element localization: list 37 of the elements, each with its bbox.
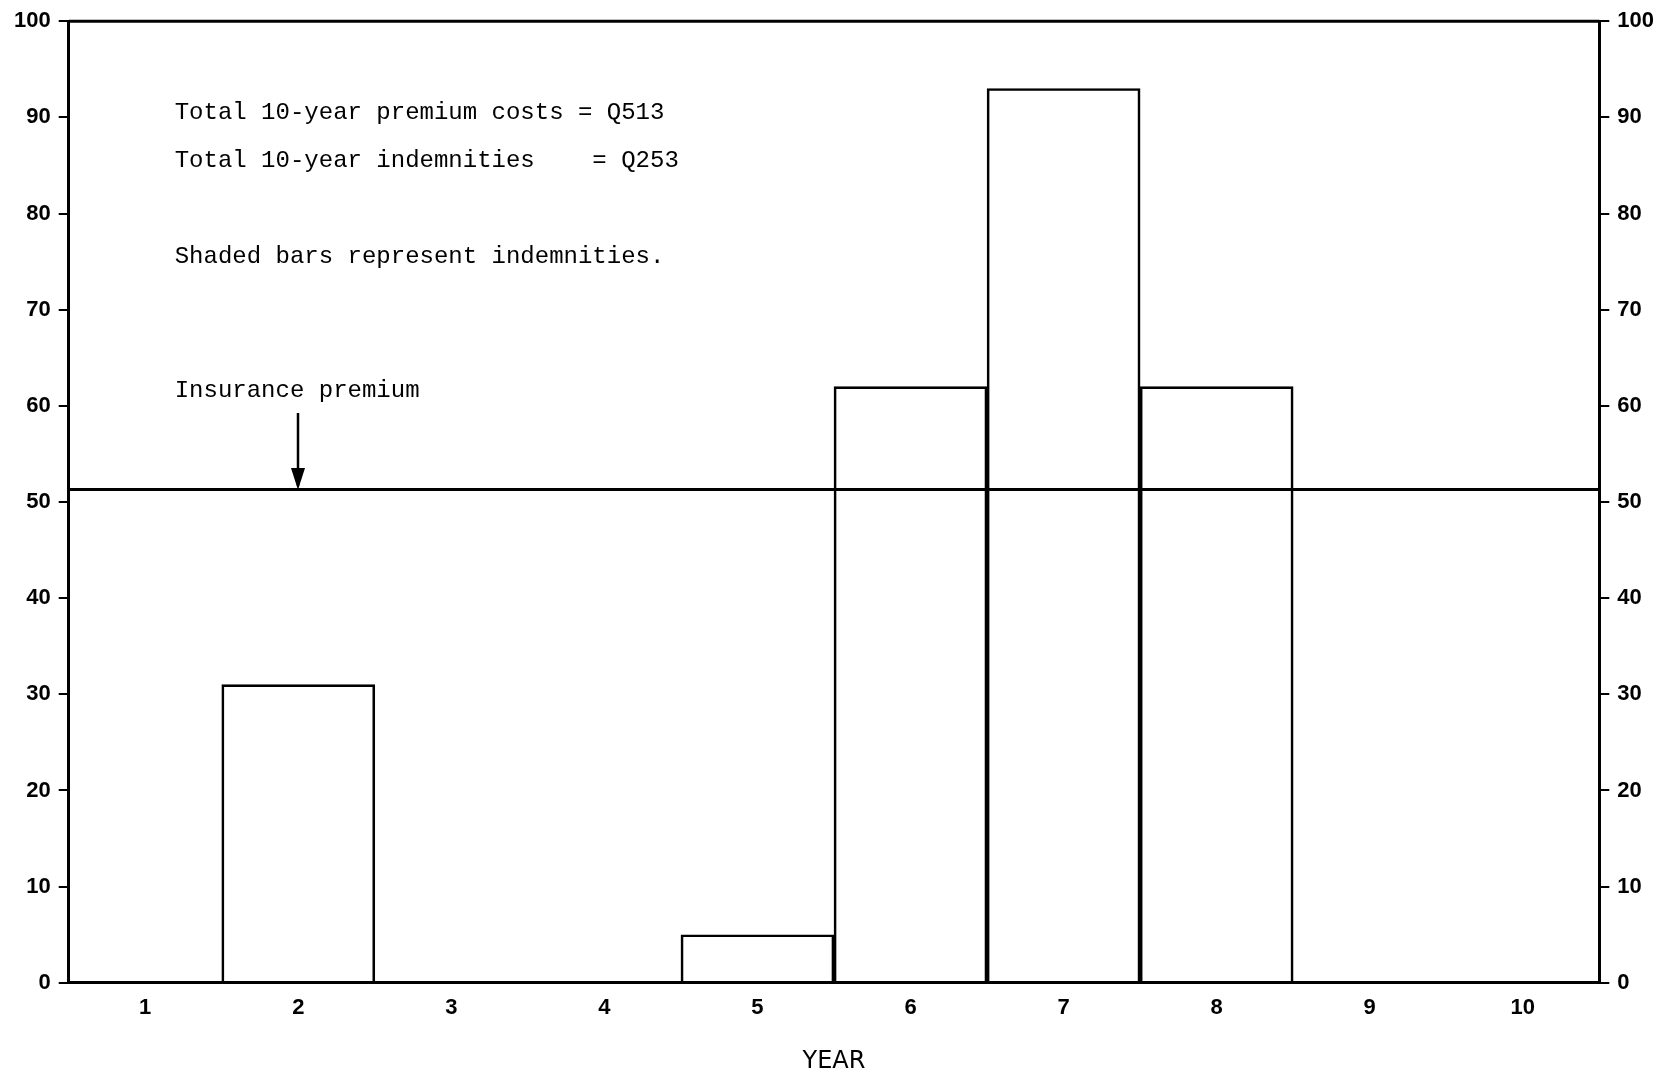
y-tick-label: 70 bbox=[26, 295, 51, 321]
x-axis-title: YEAR bbox=[801, 1045, 866, 1074]
y2-tick-label: 50 bbox=[1617, 488, 1642, 514]
y2-tick-label: 30 bbox=[1617, 680, 1642, 706]
annotation: Shaded bars represent indemnities. bbox=[174, 243, 665, 271]
x-tick-label: 3 bbox=[445, 994, 458, 1020]
annotation: Total 10-year premium costs = Q513 bbox=[174, 99, 665, 127]
y2-tick-label: 20 bbox=[1617, 776, 1642, 802]
y-tick-label: 50 bbox=[26, 488, 51, 514]
x-tick-label: 7 bbox=[1057, 994, 1070, 1020]
x-tick-label: 9 bbox=[1363, 994, 1376, 1020]
x-tick-label: 1 bbox=[139, 994, 152, 1020]
annotation: Total 10-year indemnities = Q253 bbox=[174, 147, 679, 175]
x-tick-label: 6 bbox=[904, 994, 917, 1020]
y2-tick-label: 70 bbox=[1617, 295, 1642, 321]
y2-tick-label: 0 bbox=[1617, 968, 1630, 994]
y2-tick-label: 40 bbox=[1617, 584, 1642, 610]
y2-tick-label: 60 bbox=[1617, 391, 1642, 417]
x-tick-label: 4 bbox=[598, 994, 612, 1020]
y-tick-label: 0 bbox=[38, 968, 51, 994]
y-tick-label: 10 bbox=[26, 872, 51, 898]
y-tick-label: 30 bbox=[26, 680, 51, 706]
y-tick-label: 20 bbox=[26, 776, 51, 802]
x-tick-label: 2 bbox=[292, 994, 305, 1020]
y-tick-label: 90 bbox=[26, 103, 51, 129]
y-tick-label: 80 bbox=[26, 199, 51, 225]
annotation: Insurance premium bbox=[174, 376, 420, 404]
y2-tick-label: 10 bbox=[1617, 872, 1642, 898]
y-tick-label: 60 bbox=[26, 391, 51, 417]
y2-tick-label: 100 bbox=[1617, 7, 1655, 33]
y-tick-label: 40 bbox=[26, 584, 51, 610]
x-tick-label: 5 bbox=[751, 994, 764, 1020]
x-tick-label: 10 bbox=[1510, 994, 1536, 1020]
x-tick-label: 8 bbox=[1210, 994, 1223, 1020]
y-tick-label: 100 bbox=[13, 7, 51, 33]
y2-tick-label: 90 bbox=[1617, 103, 1642, 129]
y2-tick-label: 80 bbox=[1617, 199, 1642, 225]
